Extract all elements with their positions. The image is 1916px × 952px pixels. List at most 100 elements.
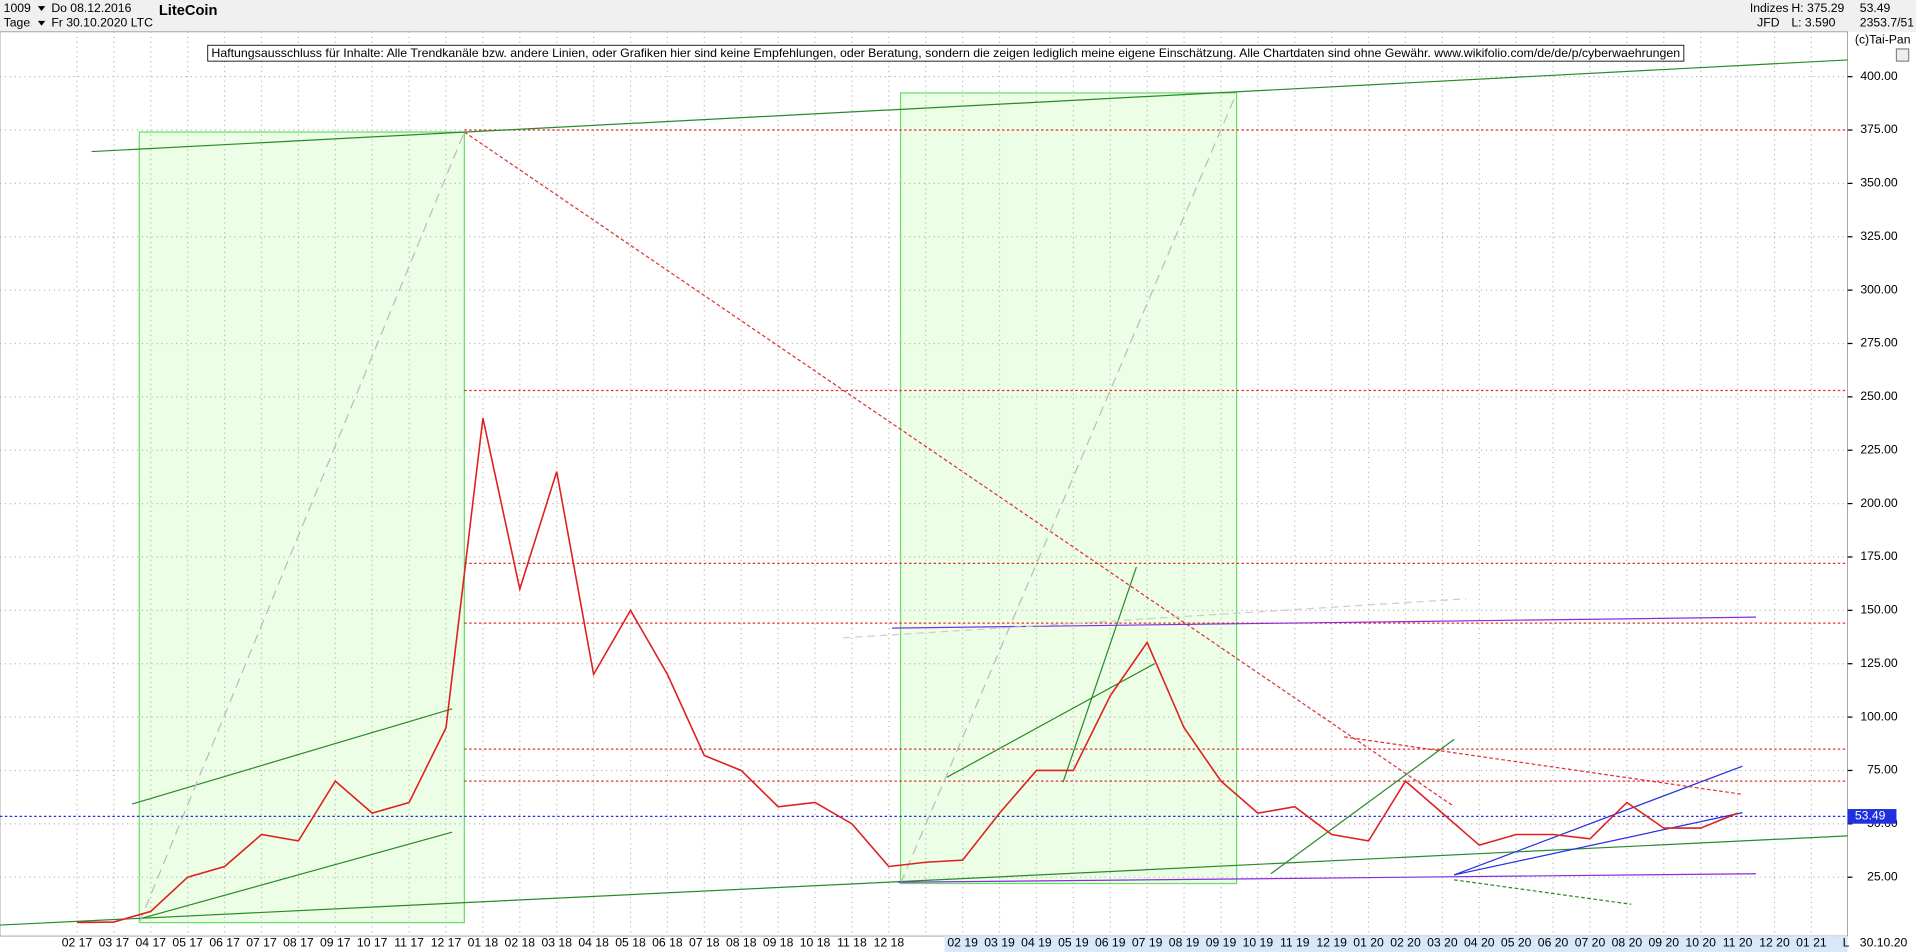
x-tick-label: 08 18 — [726, 936, 757, 950]
x-tick-label: 04 17 — [136, 936, 167, 950]
trendline — [843, 598, 1467, 639]
log-button[interactable]: L — [1843, 936, 1850, 950]
x-tick-label: 12 18 — [874, 936, 905, 950]
trendline — [1062, 566, 1137, 783]
x-tick-label: 03 20 — [1427, 936, 1458, 950]
x-tick-label: 01 20 — [1353, 936, 1384, 950]
x-tick-label: 02 18 — [505, 936, 536, 950]
chart-title: LiteCoin — [159, 3, 218, 19]
x-tick-label: 01 18 — [468, 936, 499, 950]
x-tick-label: 11 19 — [1280, 936, 1310, 950]
trendline — [0, 835, 1848, 926]
high: H: 375.29 — [1791, 1, 1844, 15]
x-tick-label: 10 19 — [1243, 936, 1274, 950]
x-tick-label: 08 19 — [1169, 936, 1200, 950]
x-tick-label: 01 21 — [1796, 936, 1827, 950]
last-price-label: 53.49 — [1855, 809, 1886, 823]
x-tick-label: 09 18 — [763, 936, 794, 950]
symbol: LTC — [131, 15, 153, 29]
market: Indizes — [1750, 1, 1789, 15]
end-date: Fr 30.10.2020 — [51, 15, 127, 29]
last-price-tag — [1847, 809, 1897, 824]
x-tick-label: 07 20 — [1575, 936, 1606, 950]
x-tick-label: 11 17 — [394, 936, 424, 950]
trendlines — [0, 59, 1848, 926]
reference-lines — [0, 129, 1848, 817]
x-tick-label: 10 20 — [1685, 936, 1716, 950]
x-tick-label: 03 18 — [541, 936, 572, 950]
trendline — [1453, 765, 1743, 876]
y-tick-label: 350.00 — [1860, 176, 1898, 190]
y-tick-label: 150.00 — [1860, 603, 1898, 617]
trendline — [463, 131, 1455, 808]
x-tick-label: 02 17 — [62, 936, 93, 950]
y-tick-label: 325.00 — [1860, 229, 1898, 243]
x-tick-label: 06 20 — [1538, 936, 1569, 950]
range-box — [138, 131, 465, 924]
trendline — [1454, 879, 1632, 905]
x-tick-label: 05 20 — [1501, 936, 1532, 950]
x-tick-label: 04 20 — [1464, 936, 1495, 950]
y-tick-label: 125.00 — [1860, 656, 1898, 670]
x-tick-label: 09 17 — [320, 936, 351, 950]
trendline — [139, 831, 453, 920]
y-tick-label: 75.00 — [1867, 763, 1898, 777]
broker: JFD — [1757, 15, 1780, 29]
x-tick-label: 08 20 — [1612, 936, 1643, 950]
y-tick-label: 400.00 — [1860, 69, 1898, 83]
x-tick-label: 10 18 — [800, 936, 831, 950]
x-tick-label: 04 18 — [578, 936, 609, 950]
x-tick-label: 11 18 — [837, 936, 867, 950]
trendline — [131, 708, 453, 805]
x-tick-label: 12 17 — [431, 936, 462, 950]
x-tick-label: 03 17 — [99, 936, 130, 950]
x-tick-label: 12 20 — [1759, 936, 1790, 950]
low: L: 3.590 — [1791, 15, 1835, 29]
x-tick-label: 03 19 — [984, 936, 1015, 950]
y-tick-label: 225.00 — [1860, 442, 1898, 456]
trendline — [898, 873, 1756, 883]
scroll-button[interactable] — [1895, 48, 1910, 62]
x-tick-label: 05 18 — [615, 936, 646, 950]
volume: 2353.7/51 — [1860, 15, 1915, 29]
x-tick-label: 07 18 — [689, 936, 720, 950]
y-tick-label: 200.00 — [1860, 496, 1898, 510]
trendline — [1453, 812, 1743, 876]
x-tick-label: 07 17 — [246, 936, 277, 950]
y-tick-label: 25.00 — [1867, 869, 1898, 883]
x-tick-label: 09 20 — [1649, 936, 1680, 950]
toolbar — [0, 0, 1916, 32]
y-tick-label: 275.00 — [1860, 336, 1898, 350]
disclaimer: Haftungsausschluss für Inhalte: Alle Tre… — [211, 47, 1680, 60]
y-tick-label: 250.00 — [1860, 389, 1898, 403]
trendline — [900, 92, 1238, 884]
x-tick-label: 06 18 — [652, 936, 683, 950]
copyright: (c)Tai-Pan — [1855, 33, 1911, 47]
x-tick-label: 05 19 — [1058, 936, 1089, 950]
price-line — [76, 418, 1738, 924]
x-tick-label: 12 19 — [1316, 936, 1347, 950]
count[interactable]: 1009 — [4, 1, 31, 15]
x-tick-label: 02 19 — [947, 936, 978, 950]
y-tick-label: 175.00 — [1860, 549, 1898, 563]
y-tick-label: 300.00 — [1860, 282, 1898, 296]
start-date: Do 08.12.2016 — [51, 1, 131, 15]
x-tick-label: 05 17 — [172, 936, 203, 950]
period[interactable]: Tage — [4, 15, 31, 29]
x-axis-highlight — [944, 936, 1848, 952]
x-tick-label: 09 19 — [1206, 936, 1237, 950]
x-tick-label: 02 20 — [1390, 936, 1421, 950]
y-tick-label: 375.00 — [1860, 122, 1898, 136]
last: 53.49 — [1860, 1, 1891, 15]
x-tick-label: 06 17 — [209, 936, 240, 950]
x-tick-label: 11 20 — [1723, 936, 1753, 950]
price-series — [76, 418, 1738, 924]
y-tick-label: 100.00 — [1860, 709, 1898, 723]
trendline — [892, 616, 1756, 629]
x-tick-label: 06 19 — [1095, 936, 1126, 950]
trendline — [1270, 738, 1455, 875]
x-tick-label: 10 17 — [357, 936, 388, 950]
trendline — [91, 59, 1848, 153]
